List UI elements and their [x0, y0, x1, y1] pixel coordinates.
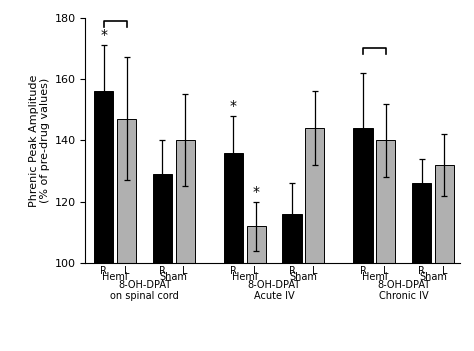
Bar: [117, 119, 136, 263]
Text: L: L: [383, 266, 389, 276]
Text: L: L: [441, 266, 447, 276]
Text: R: R: [230, 266, 237, 276]
Bar: [153, 174, 172, 263]
Text: Hemi: Hemi: [102, 272, 128, 282]
Text: R: R: [360, 266, 366, 276]
Text: L: L: [312, 266, 318, 276]
Text: R: R: [418, 266, 425, 276]
Text: L: L: [182, 266, 188, 276]
Text: L: L: [254, 266, 259, 276]
Text: Sham: Sham: [289, 272, 317, 282]
Text: Sham: Sham: [160, 272, 188, 282]
Text: *: *: [100, 28, 107, 42]
Text: 8-OH-DPAT: 8-OH-DPAT: [118, 280, 171, 290]
Bar: [246, 226, 266, 263]
Bar: [354, 128, 373, 263]
Text: *: *: [230, 99, 237, 113]
Text: Hemi: Hemi: [362, 272, 387, 282]
Text: Sham: Sham: [419, 272, 447, 282]
Bar: [283, 214, 301, 263]
Text: *: *: [253, 185, 260, 199]
Bar: [435, 165, 454, 263]
Bar: [305, 128, 324, 263]
Bar: [412, 183, 431, 263]
Bar: [94, 91, 113, 263]
Text: 8-OH-DPAT: 8-OH-DPAT: [377, 280, 430, 290]
Text: R: R: [159, 266, 166, 276]
Y-axis label: Phrenic Peak Amplitude
(% of pre-drug values): Phrenic Peak Amplitude (% of pre-drug va…: [29, 74, 50, 207]
Text: Acute IV: Acute IV: [254, 291, 294, 301]
Text: R: R: [289, 266, 295, 276]
Text: Chronic IV: Chronic IV: [379, 291, 428, 301]
Bar: [376, 140, 395, 263]
Text: Hemi: Hemi: [232, 272, 257, 282]
Text: on spinal cord: on spinal cord: [110, 291, 179, 301]
Bar: [175, 140, 195, 263]
Text: 8-OH-DPAT: 8-OH-DPAT: [247, 280, 301, 290]
Bar: [224, 153, 243, 263]
Text: R: R: [100, 266, 107, 276]
Text: L: L: [124, 266, 129, 276]
